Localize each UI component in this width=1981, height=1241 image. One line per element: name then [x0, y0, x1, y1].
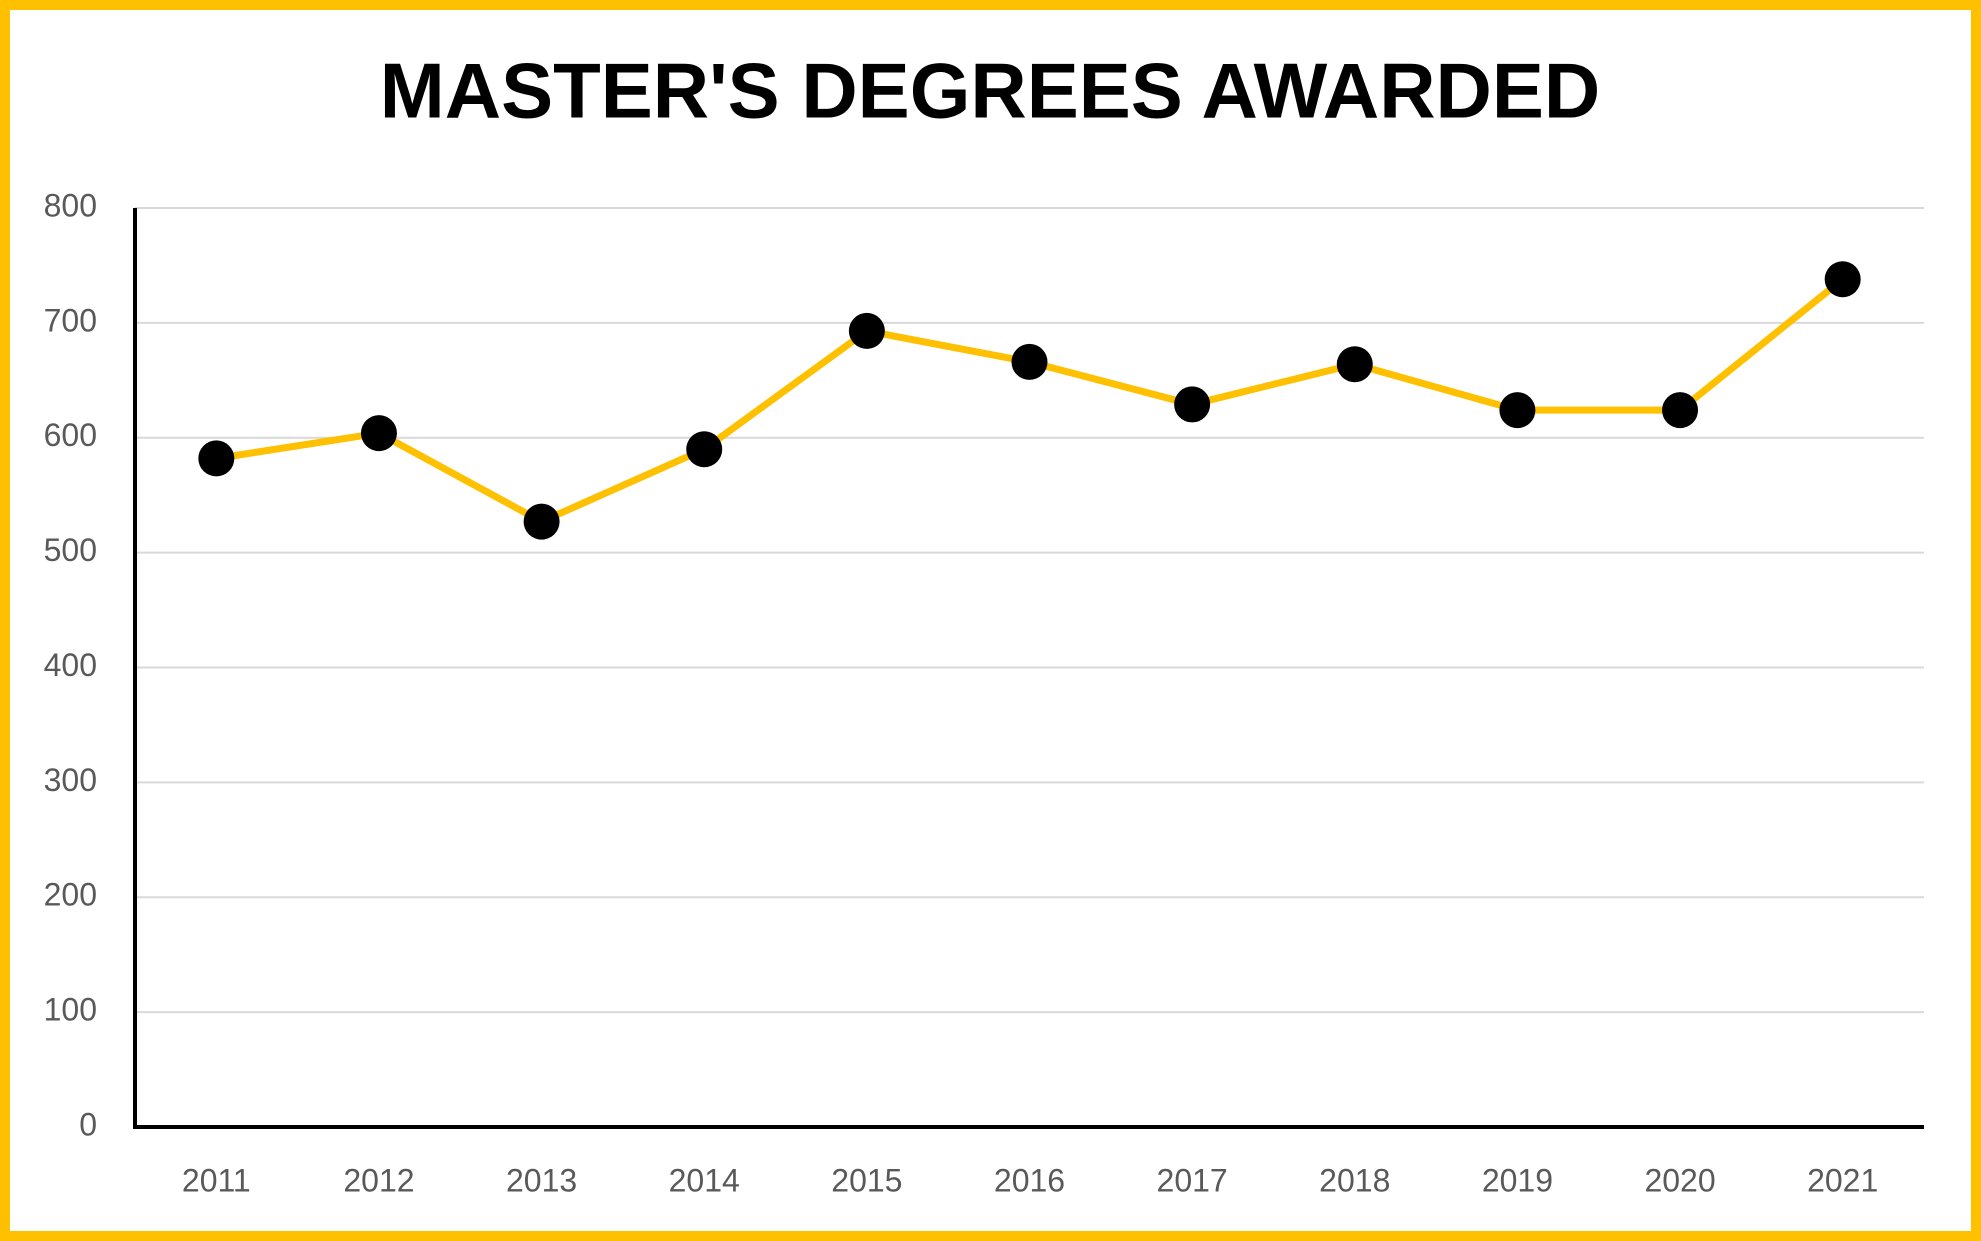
marker	[1824, 261, 1861, 298]
marker	[848, 312, 885, 349]
y-tick-label: 500	[44, 532, 97, 568]
x-tick-label: 2021	[1807, 1162, 1878, 1198]
y-tick-label: 600	[44, 417, 97, 453]
x-tick-label: 2020	[1644, 1162, 1715, 1198]
marker	[523, 503, 560, 540]
y-tick-label: 700	[44, 302, 97, 338]
y-tick-label: 400	[44, 647, 97, 683]
marker	[198, 440, 235, 477]
x-tick-label: 2019	[1482, 1162, 1553, 1198]
marker	[360, 415, 397, 452]
x-tick-label: 2018	[1319, 1162, 1390, 1198]
y-tick-label: 300	[44, 762, 97, 798]
marker	[1174, 386, 1211, 423]
x-tick-label: 2017	[1157, 1162, 1228, 1198]
marker	[1662, 392, 1699, 429]
x-tick-label: 2016	[994, 1162, 1065, 1198]
x-tick-label: 2013	[506, 1162, 577, 1198]
x-tick-label: 2011	[182, 1162, 251, 1198]
marker	[1336, 346, 1373, 383]
marker	[1499, 392, 1536, 429]
y-tick-label: 200	[44, 877, 97, 913]
y-tick-label: 800	[44, 187, 97, 223]
marker	[686, 431, 723, 468]
chart-title: MASTER'S DEGREES AWARDED	[380, 47, 1600, 135]
x-tick-label: 2015	[831, 1162, 902, 1198]
y-tick-label: 100	[44, 992, 97, 1028]
y-tick-label: 0	[79, 1106, 97, 1142]
marker	[1011, 343, 1048, 380]
x-tick-label: 2014	[669, 1162, 740, 1198]
x-tick-label: 2012	[343, 1162, 414, 1198]
